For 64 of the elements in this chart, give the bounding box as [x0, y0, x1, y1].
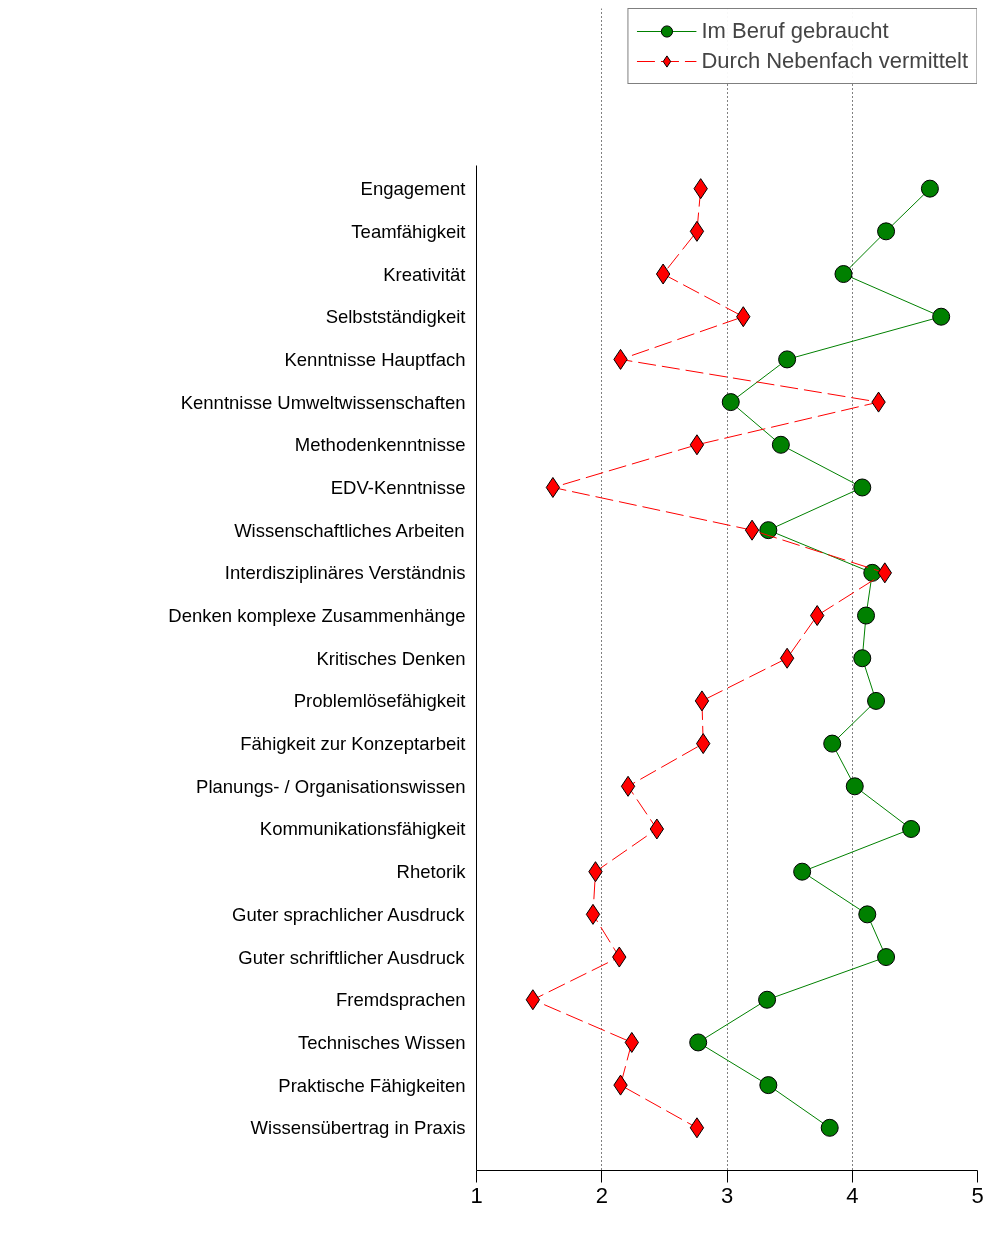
point — [853, 478, 872, 497]
y-tick-label: Engagement — [360, 178, 466, 200]
point — [744, 519, 760, 541]
x-tick-label: 1 — [470, 1182, 483, 1208]
point — [758, 990, 777, 1009]
y-tick-label: Selbstständigkeit — [325, 306, 466, 328]
y-tick-label: Kreativität — [383, 263, 466, 285]
point — [771, 435, 790, 454]
point — [902, 820, 921, 838]
y-tick-label: Kenntnisse Hauptfach — [284, 348, 466, 370]
y-tick-label: Interdisziplinäres Verständnis — [224, 562, 466, 584]
point — [877, 948, 896, 967]
point — [655, 263, 671, 285]
y-tick-label: Kenntnisse Umweltwissenschaften — [180, 391, 466, 413]
point — [834, 265, 853, 284]
y-tick-label: Problemlösefähigkeit — [293, 690, 466, 712]
legend-label: Im Beruf gebraucht — [701, 18, 889, 44]
point — [779, 647, 795, 669]
y-tick-label: Praktische Fähigkeiten — [278, 1074, 466, 1096]
y-tick-label: Guter schriftlicher Ausdruck — [238, 946, 466, 968]
point — [759, 1076, 778, 1095]
x-tick-label: 5 — [971, 1182, 984, 1208]
point — [932, 307, 951, 326]
point — [857, 606, 876, 625]
point — [689, 1117, 705, 1139]
point — [877, 222, 896, 241]
y-tick-label: Teamfähigkeit — [351, 220, 466, 242]
point — [845, 777, 864, 796]
y-tick-label: Wissensübertrag in Praxis — [250, 1117, 466, 1139]
y-tick-label: Technisches Wissen — [297, 1031, 466, 1053]
x-tick-label: 2 — [595, 1182, 608, 1208]
point — [649, 818, 665, 840]
point — [867, 691, 886, 710]
point — [858, 905, 877, 924]
point — [689, 220, 705, 242]
y-tick-label: EDV-Kenntnisse — [330, 476, 466, 498]
y-tick-label: Methodenkenntnisse — [294, 434, 466, 456]
point — [525, 989, 541, 1011]
point — [823, 734, 842, 753]
y-tick-label: Planungs- / Organisationswissen — [196, 775, 466, 797]
point — [759, 521, 778, 540]
y-tick-label: Rhetorik — [396, 861, 467, 883]
y-tick-label: Fähigkeit zur Konzeptarbeit — [240, 733, 466, 755]
point — [853, 649, 872, 668]
y-tick-label: Wissenschaftliches Arbeiten — [234, 519, 465, 541]
point — [620, 775, 636, 797]
x-tick-label: 3 — [720, 1182, 734, 1208]
point — [545, 476, 561, 498]
point — [721, 393, 740, 412]
y-tick-label: Kritisches Denken — [316, 647, 466, 669]
point — [793, 862, 812, 881]
point — [694, 690, 710, 712]
point — [920, 179, 939, 198]
point — [820, 1118, 839, 1137]
y-tick-label: Denken komplexe Zusammenhänge — [168, 605, 466, 627]
point — [778, 350, 797, 369]
point — [585, 903, 601, 925]
legend-label: Durch Nebenfach vermittelt — [701, 48, 968, 74]
point — [689, 1033, 708, 1052]
point — [689, 434, 705, 456]
y-tick-label: Guter sprachlicher Ausdruck — [232, 903, 466, 925]
y-tick-label: Fremdsprachen — [335, 989, 466, 1011]
x-tick-label: 4 — [846, 1182, 859, 1208]
y-tick-label: Kommunikationsfähigkeit — [259, 818, 466, 840]
